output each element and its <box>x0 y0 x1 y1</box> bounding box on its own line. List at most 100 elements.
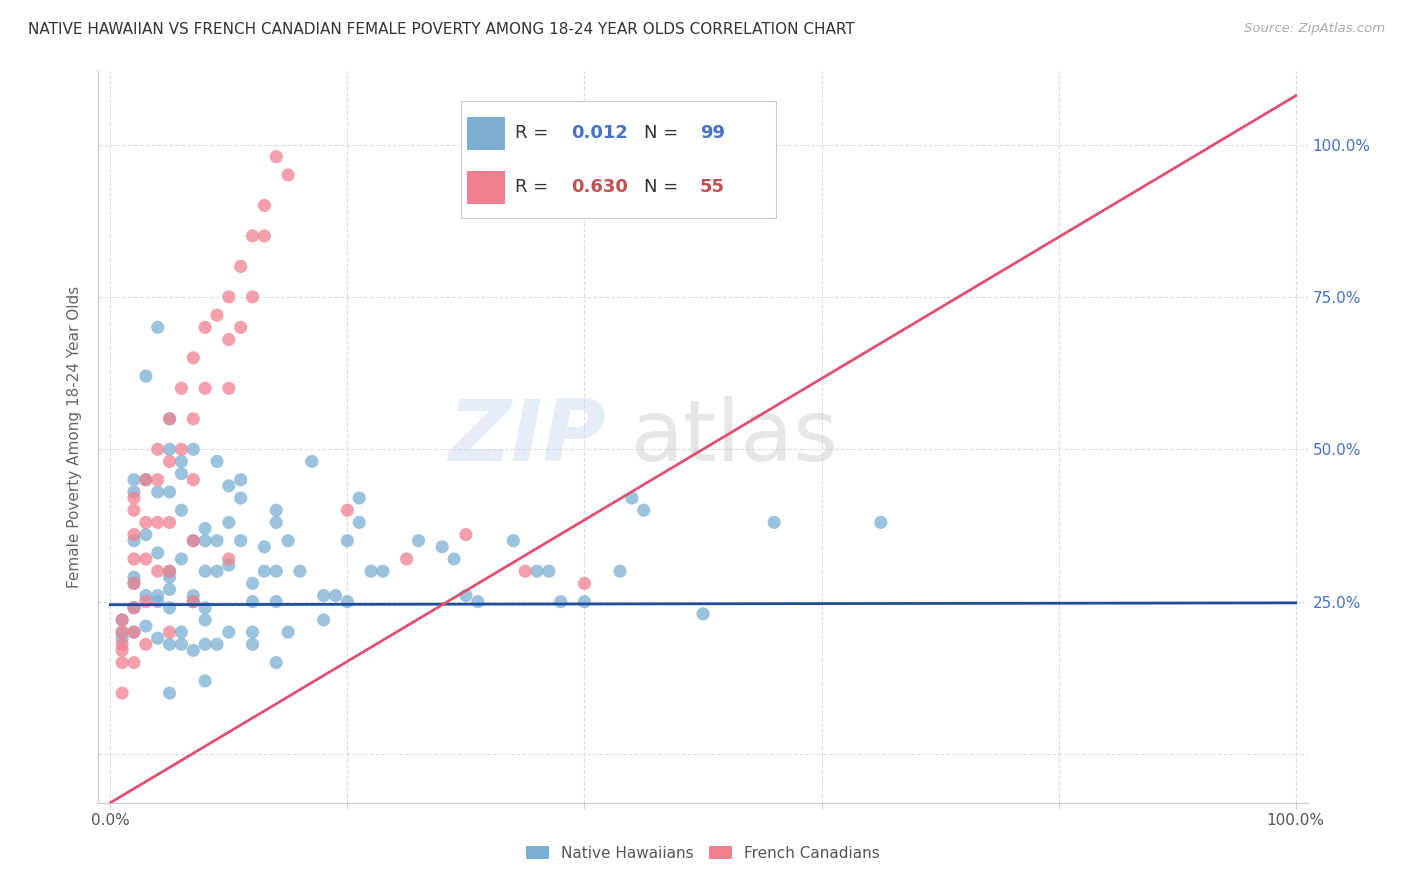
Point <box>205 637 228 651</box>
Point <box>122 485 145 500</box>
Point <box>122 570 145 584</box>
Point <box>111 643 134 657</box>
Point <box>146 594 169 608</box>
Point <box>218 558 240 573</box>
Point <box>253 564 276 578</box>
Point <box>395 552 418 566</box>
Point <box>336 503 359 517</box>
Point <box>347 491 370 505</box>
Point <box>194 320 217 334</box>
Point <box>253 540 276 554</box>
Point <box>146 442 169 457</box>
Point <box>620 491 643 505</box>
Point <box>229 491 252 505</box>
Point <box>122 491 145 505</box>
Point <box>122 576 145 591</box>
Point <box>194 600 217 615</box>
Point <box>122 625 145 640</box>
Point <box>146 564 169 578</box>
Point <box>515 564 537 578</box>
Point <box>111 632 134 646</box>
Point <box>502 533 524 548</box>
Point <box>159 582 181 597</box>
Point <box>288 564 311 578</box>
Point <box>159 442 181 457</box>
Point <box>135 637 157 651</box>
Point <box>242 576 264 591</box>
Point <box>111 625 134 640</box>
Point <box>253 198 276 212</box>
Point <box>146 632 169 646</box>
Point <box>159 625 181 640</box>
Text: NATIVE HAWAIIAN VS FRENCH CANADIAN FEMALE POVERTY AMONG 18-24 YEAR OLDS CORRELAT: NATIVE HAWAIIAN VS FRENCH CANADIAN FEMAL… <box>28 22 855 37</box>
Point <box>218 381 240 395</box>
Point <box>111 613 134 627</box>
Point <box>146 320 169 334</box>
Point <box>550 594 572 608</box>
Point <box>869 516 891 530</box>
Point <box>360 564 382 578</box>
Point <box>454 589 477 603</box>
Point <box>218 625 240 640</box>
Point <box>159 412 181 426</box>
Point <box>242 594 264 608</box>
Point <box>111 625 134 640</box>
Point <box>336 594 359 608</box>
Point <box>135 369 157 384</box>
Y-axis label: Female Poverty Among 18-24 Year Olds: Female Poverty Among 18-24 Year Olds <box>67 286 83 588</box>
Point <box>181 442 204 457</box>
Point <box>135 594 157 608</box>
Point <box>159 564 181 578</box>
Point <box>242 625 264 640</box>
Point <box>170 503 193 517</box>
Point <box>181 533 204 548</box>
Point <box>111 686 134 700</box>
Point <box>194 533 217 548</box>
Point <box>371 564 394 578</box>
Point <box>122 503 145 517</box>
Point <box>574 576 596 591</box>
Point <box>122 576 145 591</box>
Point <box>264 516 287 530</box>
Point <box>122 552 145 566</box>
Point <box>159 454 181 468</box>
Point <box>194 613 217 627</box>
Point <box>242 637 264 651</box>
Point <box>170 552 193 566</box>
Point <box>277 625 299 640</box>
Point <box>111 656 134 670</box>
Point <box>432 540 454 554</box>
Point <box>347 516 370 530</box>
Point <box>264 503 287 517</box>
Point <box>194 381 217 395</box>
Point <box>763 516 786 530</box>
Point <box>122 473 145 487</box>
Point <box>194 637 217 651</box>
Point <box>205 564 228 578</box>
Point <box>336 533 359 548</box>
Point <box>264 594 287 608</box>
Point <box>218 290 240 304</box>
Point <box>633 503 655 517</box>
Point <box>111 613 134 627</box>
Point <box>135 552 157 566</box>
Point <box>135 619 157 633</box>
Point <box>301 454 323 468</box>
Point <box>159 637 181 651</box>
Point <box>181 351 204 365</box>
Point <box>159 412 181 426</box>
Point <box>170 625 193 640</box>
Point <box>170 381 193 395</box>
Point <box>170 454 193 468</box>
Point <box>146 473 169 487</box>
Point <box>264 564 287 578</box>
Point <box>443 552 465 566</box>
Point <box>229 260 252 274</box>
Point <box>122 600 145 615</box>
Point <box>146 589 169 603</box>
Point <box>146 485 169 500</box>
Point <box>264 656 287 670</box>
Point <box>467 594 489 608</box>
Point <box>609 564 631 578</box>
Point <box>159 686 181 700</box>
